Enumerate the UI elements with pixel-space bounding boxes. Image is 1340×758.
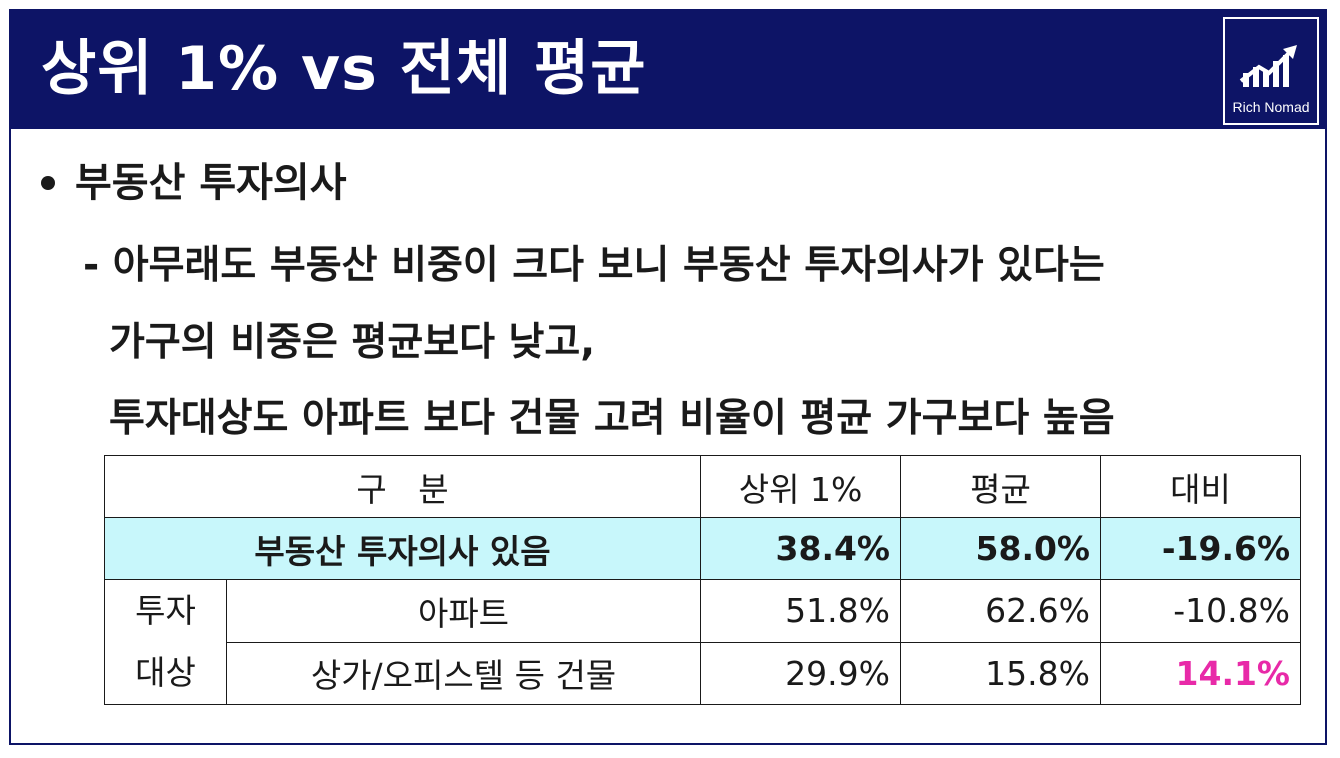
page-title: 상위 1% vs 전체 평균 — [41, 34, 647, 104]
bullet-heading-text: 부동산 투자의사 — [75, 160, 347, 206]
logo: Rich Nomad — [1223, 17, 1319, 125]
group-label-line-2: 대상 — [135, 653, 196, 692]
body-line-2: 가구의 비중은 평균보다 낮고, — [109, 320, 596, 365]
group-label: 투자 대상 — [104, 579, 227, 705]
header-bar: 상위 1% vs 전체 평균 Rich Nomad — [11, 11, 1325, 129]
table-row-highlight: 부동산 투자의사 있음 38.4% 58.0% -19.6% — [103, 517, 1302, 580]
header-category: 구 분 — [103, 455, 702, 518]
cell-top1: 29.9% — [700, 641, 902, 705]
bullet-icon — [41, 176, 55, 190]
cell-top1: 38.4% — [700, 517, 902, 580]
cell-average: 62.6% — [900, 579, 1102, 643]
table-row: 상가/오피스텔 등 건물 29.9% 15.8% 14.1% — [105, 641, 1302, 705]
header-top1: 상위 1% — [700, 455, 902, 518]
table-header-row: 구 분 상위 1% 평균 대비 — [103, 455, 1302, 518]
comparison-table: 구 분 상위 1% 평균 대비 부동산 투자의사 있음 38.4% 58.0% … — [103, 455, 1302, 705]
body-line-3: 투자대상도 아파트 보다 건물 고려 비율이 평균 가구보다 높음 — [109, 396, 1115, 441]
cell-diff: -19.6% — [1100, 517, 1302, 580]
body-line-1: - 아무래도 부동산 비중이 크다 보니 부동산 투자의사가 있다는 — [83, 243, 1105, 288]
header-average: 평균 — [900, 455, 1102, 518]
logo-text: Rich Nomad — [1232, 99, 1310, 115]
cell-top1: 51.8% — [700, 579, 902, 643]
row-label: 부동산 투자의사 있음 — [103, 517, 702, 580]
cell-diff: -10.8% — [1100, 579, 1302, 643]
cell-average: 15.8% — [900, 641, 1102, 705]
row-label: 아파트 — [225, 579, 702, 643]
chart-arrow-icon — [1239, 45, 1297, 87]
cell-diff: 14.1% — [1100, 641, 1302, 705]
group-label-line-1: 투자 — [135, 591, 196, 630]
header-diff: 대비 — [1100, 455, 1302, 518]
cell-average: 58.0% — [900, 517, 1102, 580]
bullet-heading: 부동산 투자의사 — [41, 153, 347, 213]
table-row: 투자 대상 아파트 51.8% 62.6% -10.8% — [104, 579, 1302, 705]
slide-frame: 상위 1% vs 전체 평균 Rich Nomad 부동산 투자의사 - 아무래… — [9, 9, 1327, 745]
row-label: 상가/오피스텔 등 건물 — [225, 641, 702, 705]
